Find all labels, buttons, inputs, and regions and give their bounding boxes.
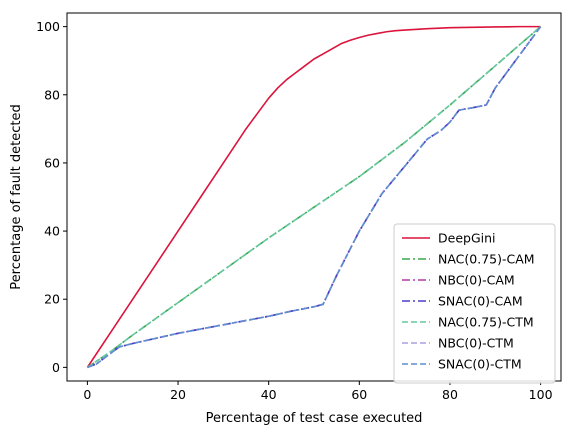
x-tick-label: 60 [351,387,367,402]
x-axis-label: Percentage of test case executed [206,411,423,426]
y-tick-label: 80 [44,87,60,102]
x-tick-label: 20 [170,387,186,402]
legend-label: NAC(0.75)-CAM [438,252,535,267]
legend-label: SNAC(0)-CTM [438,357,522,372]
legend-label: NBC(0)-CAM [438,273,515,288]
x-tick-label: 40 [261,387,277,402]
y-tick-label: 100 [36,19,60,34]
y-axis-label: Percentage of fault detected [9,104,24,289]
plot-frame [66,12,562,382]
series-line-5 [86,26,542,369]
series-line-1 [86,25,541,368]
legend-label: NAC(0.75)-CTM [438,315,534,330]
y-tick-label: 20 [44,292,60,307]
legend-label: DeepGini [438,231,496,246]
series-line-7 [87,26,542,369]
series-layer [86,25,542,369]
legend-label: NBC(0)-CTM [438,336,514,351]
y-axis: 0 20 40 60 80 100 [36,19,67,375]
legend: DeepGini NAC(0.75)-CAM NBC(0)-CAM SNAC(0)-C… [393,223,556,384]
x-tick-label: 0 [83,387,91,402]
x-axis: 0 20 40 60 80 100 [83,381,553,402]
y-tick-label: 60 [44,155,60,170]
x-tick-label: 80 [442,387,458,402]
legend-label: SNAC(0)-CAM [438,294,523,309]
y-tick-label: 0 [52,360,60,375]
legend-box [393,223,556,384]
x-tick-label: 100 [529,387,553,402]
y-tick-label: 40 [44,224,60,239]
